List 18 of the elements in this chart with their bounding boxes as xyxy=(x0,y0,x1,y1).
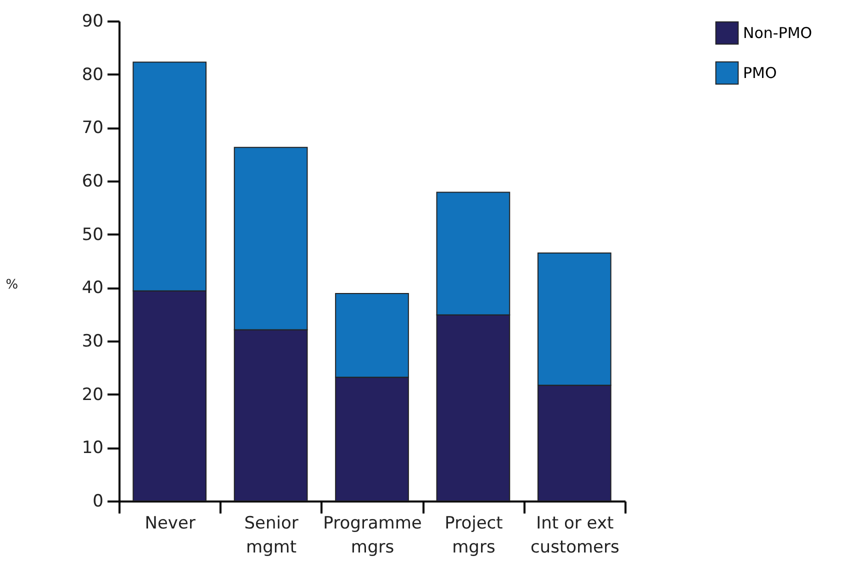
y-tick-label: 90 xyxy=(82,12,104,32)
y-tick-label: 60 xyxy=(82,172,104,192)
x-tick-label: Int or ext customers xyxy=(530,514,620,558)
x-tick-label: Programme mgrs xyxy=(323,514,422,558)
legend-label: PMO xyxy=(743,64,777,82)
y-tick-label: 50 xyxy=(82,224,104,245)
x-tick-label: Senior mgmt xyxy=(244,514,298,558)
y-tick-label: 0 xyxy=(92,492,104,512)
y-tick-label: 30 xyxy=(82,332,104,352)
x-tick-label: Project mgrs xyxy=(444,514,504,558)
y-axis-title: % xyxy=(6,278,18,292)
y-tick-label: 40 xyxy=(82,278,104,298)
y-tick-label: 10 xyxy=(82,438,104,458)
y-tick-label: 20 xyxy=(82,384,104,405)
legend-label: Non-PMO xyxy=(743,24,812,42)
y-tick-label: 80 xyxy=(82,64,104,85)
y-tick-label: 70 xyxy=(82,118,104,138)
x-tick-label: Never xyxy=(144,514,196,534)
